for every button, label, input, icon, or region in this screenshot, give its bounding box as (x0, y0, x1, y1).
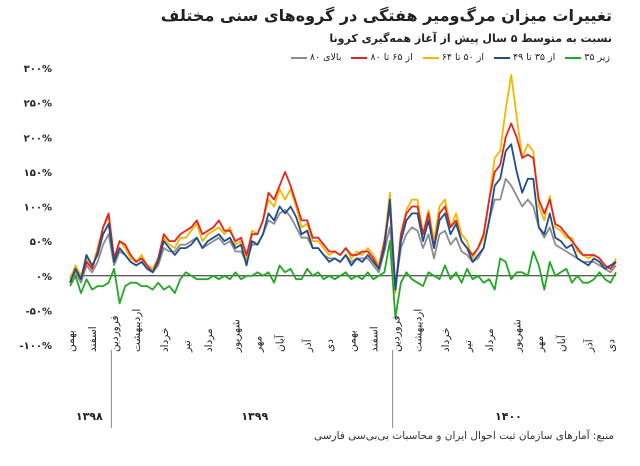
legend-label: بالای ۸۰ (309, 52, 342, 63)
series-line (69, 143, 617, 291)
legend-label: از ۵۰ تا ۶۴ (441, 52, 485, 63)
x-month-label: خرداد (440, 327, 452, 352)
x-month-label: مهر (253, 336, 265, 353)
x-month-label: آذر (301, 338, 314, 353)
x-month-label: بهمن (65, 330, 77, 352)
legend-label: از ۳۵ تا ۴۹ (513, 52, 556, 63)
x-month-label: شهریور (230, 319, 242, 353)
source-note: منبع: آمارهای سازمان ثبت احوال ایران و م… (314, 430, 614, 442)
x-month-label: اردیبهشت (412, 309, 424, 352)
y-tick-label: ۲۰۰% (24, 133, 52, 144)
y-tick-label: ۱۰۰% (24, 203, 52, 214)
x-month-label: فروردین (390, 315, 402, 352)
x-month-label: آبان (555, 334, 568, 352)
x-year-label: ۱۴۰۰ (495, 410, 522, 423)
chart-title: تغییرات میزان مرگ‌ومیر هفتگی در گروه‌های… (160, 6, 612, 25)
legend-item: از ۵۰ تا ۶۴ (422, 52, 485, 63)
x-year-label: ۱۳۹۸ (76, 410, 103, 423)
y-tick-label: ۲۵۰% (24, 99, 52, 110)
y-tick-label: -۱۰۰% (20, 341, 52, 352)
x-month-label: خرداد (159, 327, 171, 352)
x-month-label: اردیبهشت (131, 309, 143, 352)
x-month-label: مرداد (484, 328, 496, 352)
chart-subtitle: نسبت به متوسط ۵ سال پیش از آغاز همه‌گیری… (329, 32, 612, 45)
y-tick-label: ۵۰% (30, 237, 52, 248)
y-tick-label: -۵۰% (26, 306, 52, 317)
y-tick-label: ۱۵۰% (24, 168, 52, 179)
x-month-label: اسفند (87, 326, 99, 352)
y-tick-label: ۰% (36, 272, 52, 283)
legend-swatch (422, 56, 439, 59)
series-line (69, 240, 617, 319)
legend-label: زیر ۳۵ (584, 52, 610, 63)
x-month-label: تیر (181, 340, 193, 353)
legend-label: از ۶۵ تا ۸۰ (370, 52, 413, 63)
x-month-label: آبان (274, 334, 287, 352)
y-tick-label: ۳۰۰% (24, 64, 52, 75)
legend-item: از ۶۵ تا ۸۰ (351, 52, 413, 63)
x-year-label: ۱۳۹۹ (241, 410, 268, 423)
x-month-label: تیر (462, 340, 474, 353)
x-month-label: آذر (582, 338, 595, 353)
x-month-label: اسفند (368, 326, 380, 352)
chart-legend: زیر ۳۵ از ۳۵ تا ۴۹ از ۵۰ تا ۶۴ از ۶۵ تا ۸۰ ب… (290, 52, 610, 63)
x-month-label: مهر (534, 336, 546, 353)
legend-swatch (290, 56, 307, 59)
x-month-label: بهمن (346, 330, 358, 352)
x-month-label: دی (324, 339, 336, 352)
series-line (69, 122, 617, 291)
x-month-label: دی (605, 339, 617, 352)
x-month-label: مرداد (203, 328, 215, 352)
legend-swatch (494, 56, 511, 59)
legend-swatch (351, 56, 368, 59)
legend-item: زیر ۳۵ (565, 52, 610, 63)
legend-item: از ۳۵ تا ۴۹ (494, 52, 555, 63)
legend-swatch (565, 56, 582, 59)
x-month-label: شهریور (512, 319, 524, 353)
x-month-label: فروردین (109, 315, 121, 352)
legend-item: بالای ۸۰ (290, 52, 342, 63)
